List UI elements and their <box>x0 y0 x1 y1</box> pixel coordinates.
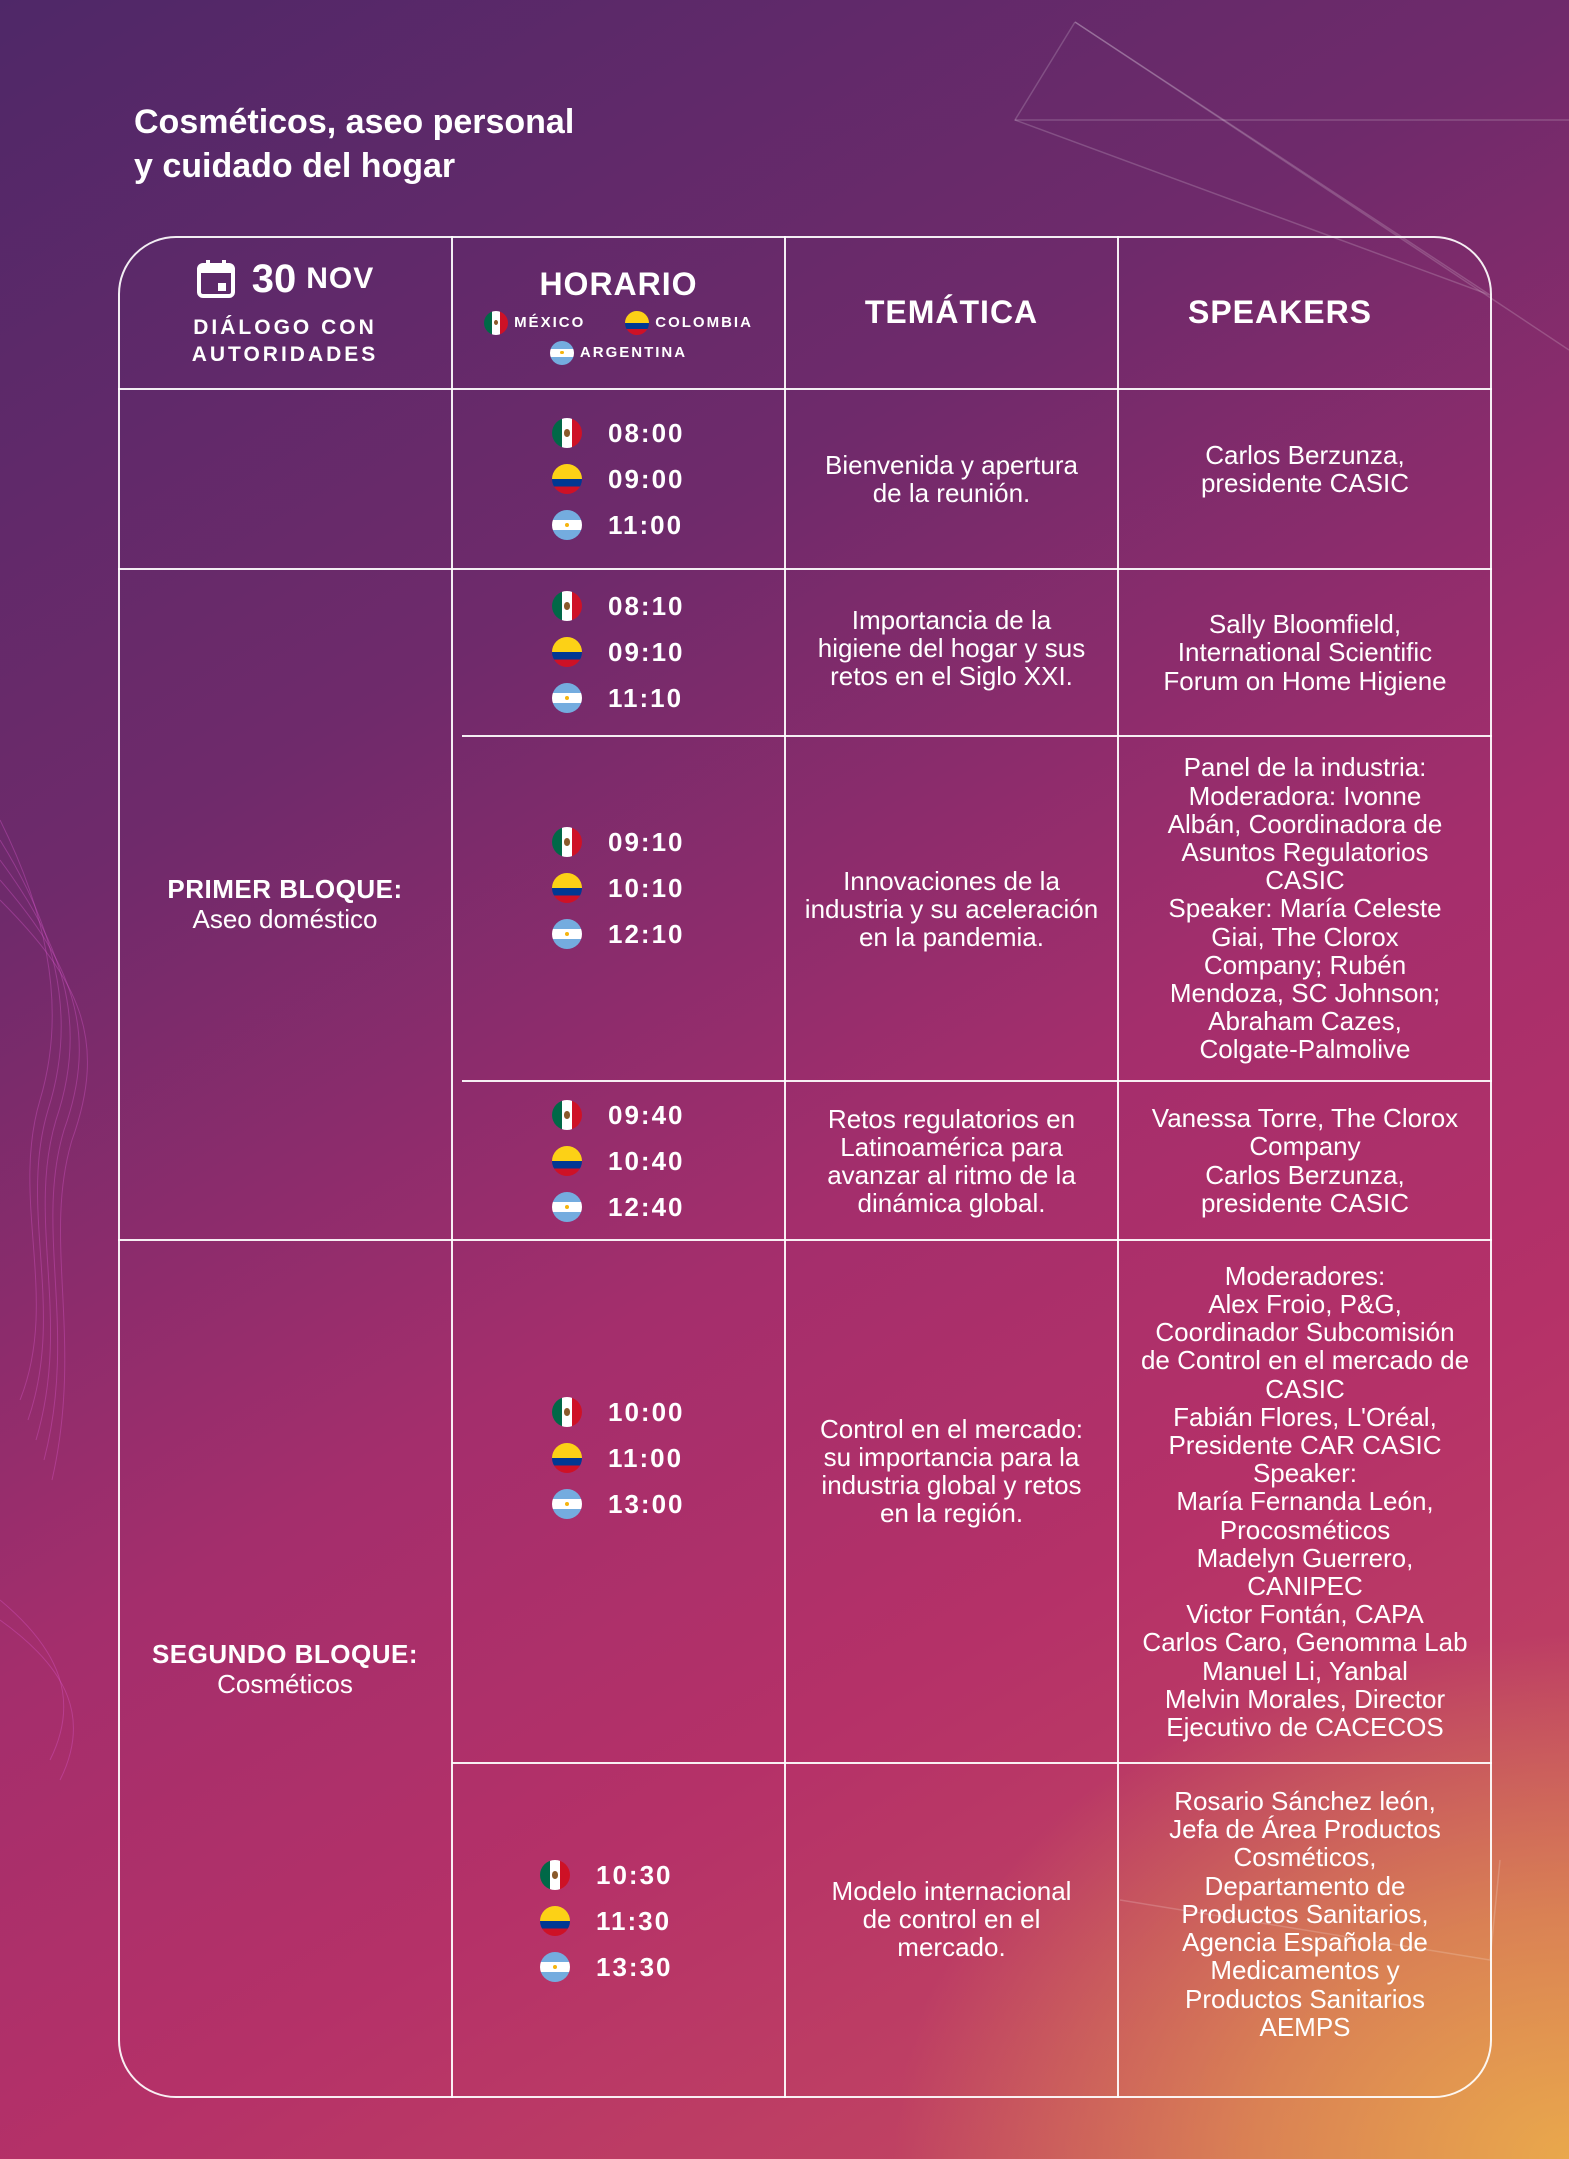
topic-cell: Innovaciones de la industria y su aceler… <box>804 865 1099 952</box>
time-colombia: 10:10 <box>608 873 685 903</box>
mexico-flag-icon <box>552 1397 582 1427</box>
time-colombia: 09:00 <box>608 464 685 494</box>
schedule-times: 08:10 09:10 11:10 <box>552 591 685 713</box>
legend-argentina: ARGENTINA <box>549 340 687 365</box>
time-argentina: 11:00 <box>608 510 684 540</box>
time-colombia: 10:40 <box>608 1146 685 1176</box>
row-divider <box>118 568 1492 570</box>
speakers-label: SPEAKERS <box>1187 293 1373 330</box>
tematica-label: TEMÁTICA <box>864 293 1039 330</box>
page-title: Cosméticos, aseo personal y cuidado del … <box>134 103 575 185</box>
schedule-times: 09:40 10:40 12:40 <box>552 1100 685 1222</box>
time-argentina: 12:40 <box>608 1192 685 1222</box>
speakers-cell: Rosario Sánchez león, Jefa de Área Produ… <box>1169 1786 1441 2042</box>
schedule-times: 10:00 11:00 13:00 <box>552 1397 685 1519</box>
block-label-segundo: SEGUNDO BLOQUE: Cosméticos <box>118 1240 452 2098</box>
speakers-header: SPEAKERS <box>1118 236 1442 388</box>
calendar-icon <box>196 259 236 299</box>
time-mexico: 10:00 <box>608 1397 685 1427</box>
topic-cell: Modelo internacional de control en el me… <box>831 1876 1072 1962</box>
time-colombia: 11:00 <box>608 1443 684 1473</box>
mexico-flag-icon <box>484 310 509 335</box>
speakers-cell: Vanessa Torre, The Clorox Company Carlos… <box>1151 1103 1459 1218</box>
block-subtitle: Cosméticos <box>217 1669 353 1699</box>
row-divider <box>462 1080 1492 1082</box>
colombia-flag-icon <box>552 464 582 494</box>
colombia-flag-icon <box>552 637 582 667</box>
date-day: 30 <box>251 256 297 301</box>
colombia-flag-icon <box>625 310 650 335</box>
mexico-flag-icon <box>552 591 582 621</box>
block-title: PRIMER BLOQUE: <box>167 874 403 904</box>
horario-header: HORARIO MÉXICO COLOMBIA ARGENTINA <box>452 236 785 388</box>
schedule-table <box>118 236 1492 2098</box>
row-divider <box>452 1762 1492 1764</box>
colombia-flag-icon <box>552 1146 582 1176</box>
colombia-flag-icon <box>552 873 582 903</box>
topic-cell: Importancia de la higiene del hogar y su… <box>817 604 1086 691</box>
speakers-cell: Carlos Berzunza, presidente CASIC <box>1200 439 1410 498</box>
topic-cell: Retos regulatorios en Latinoamérica para… <box>827 1103 1076 1218</box>
block-subtitle: Aseo doméstico <box>192 904 378 934</box>
schedule-times: 08:00 09:00 11:00 <box>552 418 685 540</box>
speakers-cell: Panel de la industria: Moderadora: Ivonn… <box>1167 752 1443 1065</box>
date-subtitle: DIÁLOGO CON AUTORIDADES <box>191 315 379 366</box>
argentina-flag-icon <box>552 510 582 540</box>
time-mexico: 10:30 <box>596 1860 673 1890</box>
time-argentina: 13:30 <box>596 1952 673 1982</box>
block-label-primer: PRIMER BLOQUE: Aseo doméstico <box>118 568 452 1240</box>
argentina-flag-icon <box>552 1489 582 1519</box>
time-colombia: 09:10 <box>608 637 685 667</box>
colombia-flag-icon <box>540 1906 570 1936</box>
time-mexico: 09:10 <box>608 827 685 857</box>
colombia-flag-icon <box>552 1443 582 1473</box>
time-argentina: 11:10 <box>608 683 684 713</box>
time-mexico: 08:00 <box>608 418 685 448</box>
time-mexico: 09:40 <box>608 1100 685 1130</box>
row-divider <box>118 388 1492 390</box>
schedule-times: 10:30 11:30 13:30 <box>540 1860 673 1982</box>
argentina-flag-icon <box>549 340 574 365</box>
time-argentina: 12:10 <box>608 919 685 949</box>
schedule-times: 09:10 10:10 12:10 <box>552 827 685 949</box>
speakers-cell: Sally Bloomfield, International Scientif… <box>1163 609 1447 696</box>
time-colombia: 11:30 <box>596 1906 672 1936</box>
argentina-flag-icon <box>552 919 582 949</box>
date-month: NOV <box>306 262 375 295</box>
argentina-flag-icon <box>552 683 582 713</box>
row-divider <box>118 1239 1492 1241</box>
mexico-flag-icon <box>540 1860 570 1890</box>
mexico-flag-icon <box>552 827 582 857</box>
topic-cell: Control en el mercado: su importancia pa… <box>819 1414 1084 1528</box>
topic-cell: Bienvenida y apertura de la reunión. <box>825 450 1078 508</box>
tematica-header: TEMÁTICA <box>785 236 1118 388</box>
legend-mexico: MÉXICO <box>484 310 585 335</box>
horario-label: HORARIO <box>539 265 698 302</box>
time-argentina: 13:00 <box>608 1489 685 1519</box>
legend-colombia: COLOMBIA <box>625 310 753 335</box>
argentina-flag-icon <box>540 1952 570 1982</box>
block-title: SEGUNDO BLOQUE: <box>151 1639 419 1669</box>
date-header: 30 NOV DIÁLOGO CON AUTORIDADES <box>118 236 452 388</box>
mexico-flag-icon <box>552 418 582 448</box>
column-divider <box>1117 236 1119 2098</box>
row-divider <box>462 735 1492 737</box>
mexico-flag-icon <box>552 1100 582 1130</box>
argentina-flag-icon <box>552 1192 582 1222</box>
time-mexico: 08:10 <box>608 591 685 621</box>
column-divider <box>784 236 786 2098</box>
column-divider <box>451 236 453 2098</box>
speakers-cell: Moderadores: Alex Froio, P&G, Coordinado… <box>1140 1260 1470 1743</box>
